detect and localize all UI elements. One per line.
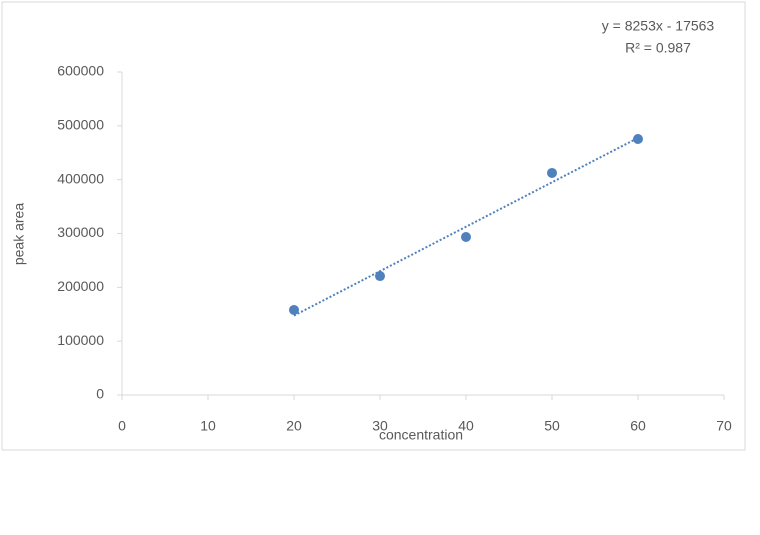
data-point xyxy=(375,271,385,282)
x-tick-label: 10 xyxy=(200,418,216,434)
y-tick-label: 0 xyxy=(96,386,104,402)
x-tick-label: 70 xyxy=(716,418,732,434)
x-axis-title: concentration xyxy=(379,427,463,443)
y-tick-label: 500000 xyxy=(57,117,104,133)
y-tick-label: 200000 xyxy=(57,278,104,294)
x-tick-label: 50 xyxy=(544,418,560,434)
y-axis-title: peak area xyxy=(11,203,27,265)
y-tick-label: 600000 xyxy=(57,63,104,79)
trendline xyxy=(293,136,639,317)
data-point xyxy=(461,231,471,242)
x-tick-label: 40 xyxy=(458,418,474,434)
x-tick-label: 30 xyxy=(372,418,388,434)
chart-border xyxy=(1,1,746,451)
data-point xyxy=(633,134,643,145)
y-tick-label: 300000 xyxy=(57,224,104,240)
x-tick-label: 60 xyxy=(630,418,646,434)
y-tick-label: 100000 xyxy=(57,332,104,348)
trendline-r2: R² = 0.987 xyxy=(625,40,691,56)
data-point xyxy=(547,167,557,178)
data-point xyxy=(289,304,299,315)
x-tick-label: 20 xyxy=(286,418,302,434)
x-tick-label: 0 xyxy=(118,418,126,434)
trendline-equation: y = 8253x - 17563 xyxy=(602,18,715,34)
y-tick-label: 400000 xyxy=(57,170,104,186)
